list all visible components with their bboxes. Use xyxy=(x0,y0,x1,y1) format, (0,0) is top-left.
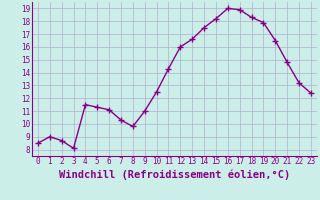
X-axis label: Windchill (Refroidissement éolien,°C): Windchill (Refroidissement éolien,°C) xyxy=(59,169,290,180)
